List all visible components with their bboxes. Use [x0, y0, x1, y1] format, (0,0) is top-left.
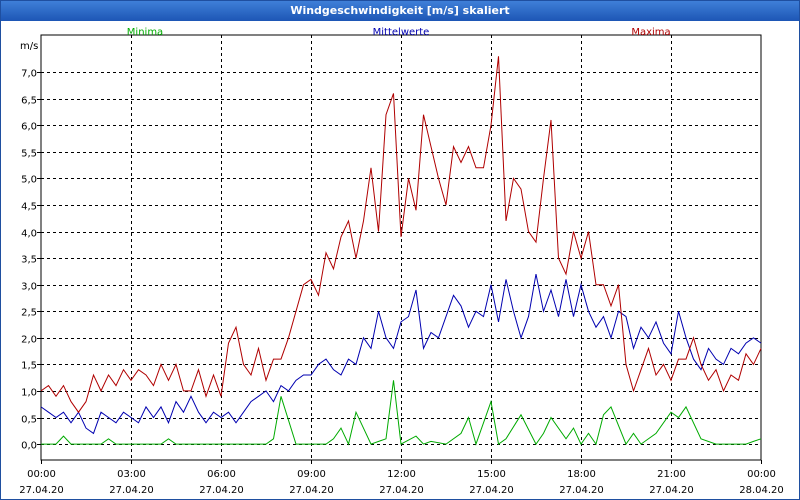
x-tick-date: 28.04.20 [739, 485, 784, 496]
y-tick-label: 1,5 [21, 361, 37, 372]
y-tick-label: 3,5 [21, 255, 37, 266]
x-tick-time: 12:00 [387, 469, 416, 480]
x-tick-time: 09:00 [297, 469, 326, 480]
y-tick-label: 1,0 [21, 388, 37, 399]
y-tick-label: 6,5 [21, 96, 37, 107]
y-tick-label: 0,5 [21, 415, 37, 426]
x-tick-time: 00:00 [27, 469, 56, 480]
y-tick-label: 5,5 [21, 149, 37, 160]
y-axis-label: m/s [20, 41, 38, 52]
x-tick-time: 21:00 [657, 469, 686, 480]
series-line-minima [41, 380, 762, 446]
x-tick-date: 27.04.20 [649, 485, 694, 496]
y-tick-label: 4,5 [21, 202, 37, 213]
y-tick-label: 5,0 [21, 175, 37, 186]
x-tick-date: 27.04.20 [469, 485, 514, 496]
legend-minima: Minima [127, 27, 163, 38]
x-tick-date: 27.04.20 [289, 485, 334, 496]
x-tick-time: 18:00 [567, 469, 596, 480]
x-tick-date: 27.04.20 [559, 485, 604, 496]
y-tick-label: 4,0 [21, 229, 37, 240]
x-tick-date: 27.04.20 [199, 485, 244, 496]
x-tick-date: 27.04.20 [109, 485, 154, 496]
window-title: Windgeschwindigkeit [m/s] skaliert [1, 1, 799, 21]
y-tick-label: 7,0 [21, 69, 37, 80]
y-tick-label: 2,0 [21, 335, 37, 346]
legend-mittelwerte: Mittelwerte [373, 27, 430, 38]
y-tick-label: 2,5 [21, 308, 37, 319]
x-tick-time: 06:00 [207, 469, 236, 480]
y-tick-label: 6,0 [21, 122, 37, 133]
series-line-mittelwerte [40, 274, 762, 435]
x-tick-date: 27.04.20 [19, 485, 64, 496]
legend-maxima: Maxima [631, 27, 670, 38]
series-line-maxima [40, 56, 762, 414]
x-tick-time: 15:00 [477, 469, 506, 480]
y-tick-label: 3,0 [21, 282, 37, 293]
x-tick-time: 03:00 [117, 469, 146, 480]
x-tick-date: 27.04.20 [379, 485, 424, 496]
y-tick-label: 0,0 [21, 441, 37, 452]
x-tick-time: 00:00 [747, 469, 776, 480]
